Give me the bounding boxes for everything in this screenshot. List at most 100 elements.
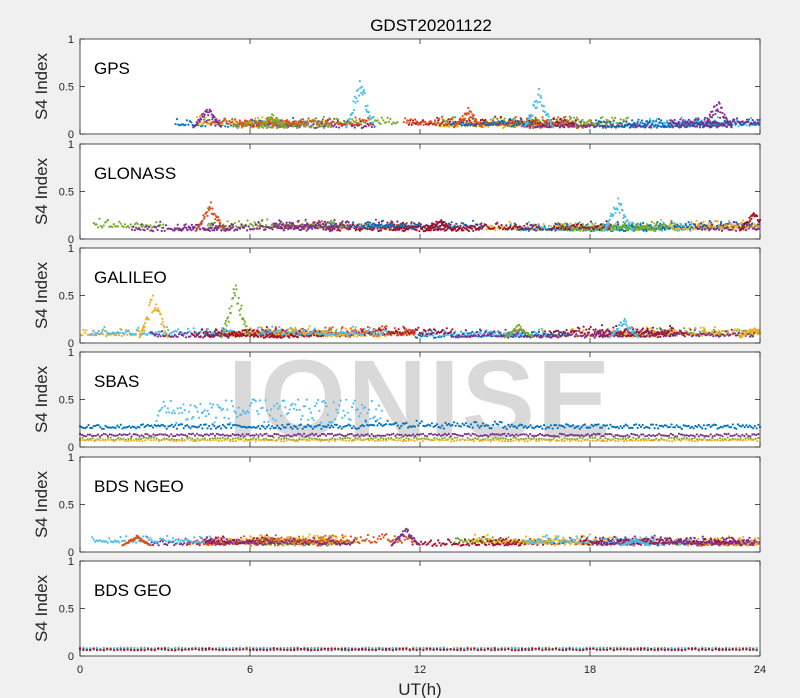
data-point bbox=[260, 326, 263, 329]
data-point bbox=[285, 125, 288, 128]
data-point bbox=[686, 121, 689, 124]
data-point bbox=[438, 117, 441, 120]
data-point bbox=[527, 117, 530, 120]
data-point bbox=[529, 126, 532, 129]
data-point bbox=[747, 120, 750, 123]
data-point bbox=[713, 326, 717, 329]
data-point bbox=[710, 125, 713, 129]
data-point bbox=[717, 121, 720, 125]
data-point bbox=[679, 329, 682, 333]
data-point bbox=[500, 224, 503, 227]
data-point bbox=[314, 117, 317, 120]
data-point bbox=[594, 328, 597, 331]
data-point bbox=[203, 113, 206, 116]
data-point bbox=[382, 119, 385, 122]
data-point bbox=[322, 228, 325, 231]
data-point bbox=[213, 221, 216, 224]
data-point bbox=[456, 125, 459, 128]
data-point bbox=[287, 328, 290, 331]
data-point bbox=[632, 222, 635, 225]
data-point bbox=[633, 121, 636, 124]
data-point bbox=[119, 222, 122, 225]
data-point bbox=[511, 227, 515, 230]
data-point bbox=[285, 221, 288, 224]
data-point bbox=[696, 125, 699, 128]
data-point bbox=[559, 123, 563, 126]
data-point bbox=[697, 222, 700, 225]
data-point bbox=[637, 228, 640, 232]
data-point bbox=[552, 126, 555, 129]
data-point bbox=[305, 122, 309, 125]
data-point bbox=[560, 227, 563, 230]
data-point bbox=[683, 125, 686, 128]
data-point bbox=[211, 118, 214, 121]
data-point bbox=[418, 122, 421, 125]
data-point bbox=[580, 122, 583, 125]
data-point bbox=[195, 228, 198, 231]
data-point bbox=[747, 221, 750, 224]
data-point bbox=[407, 228, 410, 231]
data-point bbox=[534, 224, 537, 227]
data-point bbox=[233, 124, 236, 127]
data-point bbox=[313, 126, 316, 129]
data-point bbox=[411, 119, 415, 122]
data-point bbox=[491, 225, 494, 228]
data-point bbox=[200, 123, 203, 126]
data-point bbox=[574, 119, 578, 122]
data-point bbox=[355, 97, 358, 100]
data-point bbox=[487, 125, 490, 128]
data-point bbox=[712, 114, 715, 117]
data-point bbox=[730, 126, 733, 129]
data-point bbox=[117, 334, 120, 337]
data-point bbox=[734, 122, 737, 125]
data-point bbox=[140, 223, 143, 226]
data-point bbox=[521, 120, 524, 123]
data-point bbox=[358, 80, 361, 83]
data-point bbox=[626, 218, 629, 222]
data-point bbox=[600, 124, 603, 127]
data-point bbox=[249, 118, 253, 121]
data-point bbox=[679, 125, 682, 128]
data-point bbox=[703, 116, 707, 119]
plot-area bbox=[80, 39, 760, 134]
data-point bbox=[716, 226, 719, 229]
data-point bbox=[292, 122, 295, 125]
data-point bbox=[95, 223, 98, 226]
data-point bbox=[664, 122, 667, 125]
data-point bbox=[552, 117, 555, 120]
data-point bbox=[372, 124, 376, 127]
data-point bbox=[292, 120, 295, 123]
data-point bbox=[308, 325, 311, 328]
data-point bbox=[98, 217, 101, 220]
data-point bbox=[500, 119, 503, 122]
data-point bbox=[588, 125, 591, 128]
data-point bbox=[662, 226, 665, 229]
data-point bbox=[568, 227, 571, 230]
data-point bbox=[756, 215, 759, 218]
data-point bbox=[289, 225, 292, 228]
data-point bbox=[412, 227, 415, 230]
data-point bbox=[652, 222, 656, 225]
data-point bbox=[636, 122, 639, 125]
data-point bbox=[709, 120, 712, 123]
data-point bbox=[623, 120, 627, 123]
data-point bbox=[176, 223, 179, 226]
data-point bbox=[579, 229, 582, 232]
data-point bbox=[656, 327, 659, 330]
data-point bbox=[640, 225, 643, 228]
data-point bbox=[730, 328, 733, 331]
data-point bbox=[561, 225, 564, 228]
data-point bbox=[280, 125, 283, 128]
data-point bbox=[620, 202, 623, 205]
data-point bbox=[649, 124, 652, 127]
data-point bbox=[257, 221, 260, 224]
data-point bbox=[529, 116, 532, 120]
data-point bbox=[618, 211, 621, 214]
data-point bbox=[730, 224, 733, 227]
data-point bbox=[199, 228, 202, 231]
data-point bbox=[196, 122, 199, 125]
data-point bbox=[631, 119, 634, 122]
data-point bbox=[716, 220, 719, 223]
data-point bbox=[588, 227, 591, 230]
data-point bbox=[147, 225, 151, 228]
